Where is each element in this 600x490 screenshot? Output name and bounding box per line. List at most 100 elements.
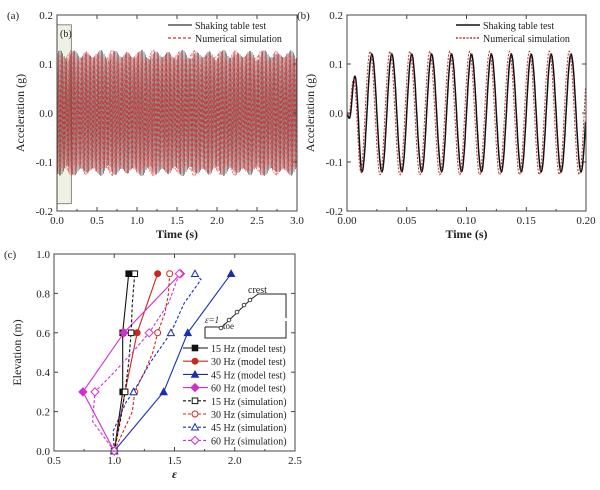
legend-label: 15 Hz (model test) [211, 344, 286, 355]
x-tick-label: 0.5 [90, 215, 104, 227]
x-tick-label: 2.5 [250, 215, 264, 227]
marker-triangle [166, 328, 176, 337]
marker-triangle [190, 369, 200, 378]
legend-label: 30 Hz (model test) [211, 357, 286, 368]
marker-circle [154, 270, 162, 278]
series-line [91, 273, 180, 452]
marker-square [121, 388, 129, 396]
marker-circle [191, 410, 199, 418]
panel-c: (c) 0.5 1.0 1.5 2.0 2.5 0.0 0.2 0.4 0.6 0.8 1.0 ε Ele… [4, 249, 302, 481]
marker-triangle [183, 328, 193, 337]
series-line [112, 273, 202, 452]
zoom-region-label: (b) [60, 29, 72, 40]
marker-triangle [226, 269, 236, 277]
y-tick-label: 0.8 [36, 288, 50, 300]
legend-label: 60 Hz (simulation) [211, 436, 287, 447]
slope-inset-diagram: crest toe ε=1 [204, 285, 287, 339]
x-tick-label: 0.00 [337, 215, 357, 227]
y-tick-label: 0.0 [39, 108, 53, 120]
panel-b: (b) 0.00 0.05 0.10 0.15 0.20 -0.2 -0.1 0.0 0.1 0.2… [297, 10, 596, 241]
panel-a: (a) 0.0 0.5 1.0 1.5 2.0 2.5 3.0 -0.2 -0.1 0.0 0.1 0.… [7, 10, 304, 241]
y-tick-label: -0.2 [326, 206, 343, 218]
y-tick-label: 0.2 [36, 407, 50, 419]
legend-label: Numerical simulation [195, 34, 282, 45]
y-axis-label: Acceleration (g) [303, 74, 317, 152]
x-tick-label: 0.05 [397, 215, 417, 227]
monitor-point-icon [247, 297, 253, 303]
monitor-point-icon [234, 309, 240, 315]
plot-frame [56, 14, 298, 212]
legend-label: 45 Hz (model test) [211, 370, 286, 381]
x-tick-label: 3.0 [290, 215, 304, 227]
y-tick-label: -0.1 [326, 157, 343, 169]
x-tick-label: 1.5 [170, 215, 184, 227]
x-tick-label: 1.0 [130, 215, 144, 227]
series-line [113, 273, 232, 452]
y-tick-label: 0.4 [36, 367, 50, 379]
x-tick-label: 2.0 [228, 455, 242, 467]
series-line [113, 273, 136, 452]
inset-toe-label: toe [223, 321, 234, 331]
x-tick-label: 0.20 [576, 215, 596, 227]
legend-label: 30 Hz (simulation) [211, 410, 287, 421]
series-line [56, 49, 298, 177]
y-tick-label: 0.1 [329, 59, 343, 71]
marker-circle [133, 329, 141, 337]
x-axis-label: Time (s) [445, 227, 487, 241]
y-tick-label: 0.0 [36, 446, 50, 458]
panel-label: (c) [4, 249, 17, 261]
x-tick-label: 0.5 [47, 455, 61, 467]
y-tick-label: 1.0 [36, 249, 50, 261]
y-tick-label: -0.1 [36, 157, 53, 169]
marker-diamond [90, 387, 100, 397]
marker-circle [166, 270, 174, 278]
y-tick-label: 0.2 [329, 10, 343, 22]
marker-diamond [190, 435, 200, 446]
y-tick-label: 0.2 [39, 10, 53, 22]
plot-frame [53, 253, 296, 452]
x-tick-label: 0.15 [517, 215, 537, 227]
marker-square [127, 329, 135, 337]
x-axis-label: Time (s) [156, 227, 198, 241]
series-line [113, 273, 171, 452]
legend-label: Shaking table test [195, 21, 266, 32]
monitor-point-icon [218, 325, 224, 331]
marker-square [191, 397, 199, 405]
series-line [346, 52, 587, 174]
marker-square [191, 344, 199, 352]
marker-diamond [174, 268, 185, 279]
y-tick-label: 0.1 [39, 59, 53, 71]
x-tick-label: 2.0 [210, 215, 224, 227]
x-tick-label: 0.10 [457, 215, 477, 227]
monitor-point-icon [226, 317, 232, 323]
y-tick-label: 0.6 [36, 328, 50, 340]
marker-diamond [119, 328, 129, 338]
marker-diamond [144, 328, 154, 338]
panel-label: (a) [7, 10, 20, 22]
inset-crest-label: crest [248, 285, 267, 296]
x-tick-label: 0.0 [50, 215, 64, 227]
marker-triangle [190, 269, 200, 277]
marker-diamond [190, 382, 200, 393]
marker-triangle [190, 422, 200, 431]
legend-label: Numerical simulation [483, 34, 570, 45]
inset-epsilon-label: ε=1 [205, 315, 219, 325]
series-line [113, 273, 159, 452]
series-line [346, 50, 586, 176]
y-tick-label: -0.2 [36, 206, 53, 218]
legend-label: 15 Hz (simulation) [211, 397, 287, 408]
x-axis-label: ε [172, 467, 177, 481]
marker-square [131, 270, 139, 277]
series-line [82, 273, 181, 452]
x-tick-label: 1.5 [168, 455, 182, 467]
marker-triangle [159, 387, 169, 396]
monitor-point-icon [241, 302, 247, 308]
legend-label: 60 Hz (model test) [211, 384, 286, 395]
legend-label: Shaking table test [483, 21, 554, 32]
panel-label: (b) [297, 10, 310, 22]
marker-circle [191, 357, 199, 365]
marker-diamond [78, 387, 88, 397]
y-axis-label: Elevation (m) [10, 319, 24, 385]
legend-label: 45 Hz (simulation) [211, 423, 287, 434]
